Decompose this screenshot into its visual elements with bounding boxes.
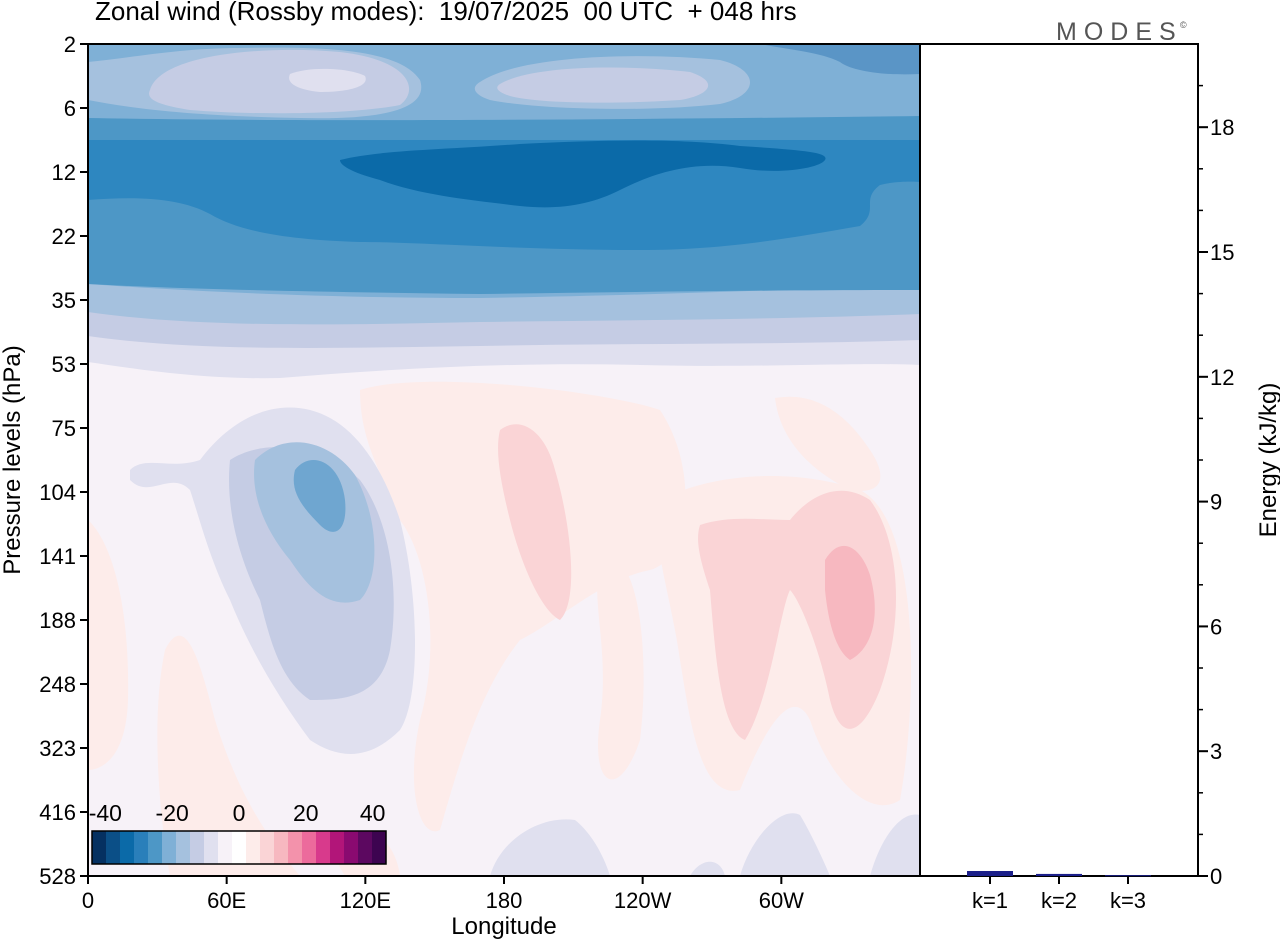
contour-weak-positive-region <box>88 520 129 770</box>
y-tick-label: 323 <box>39 736 76 761</box>
colorbar-swatch <box>162 831 177 864</box>
contour-weak-negative-region <box>690 861 725 876</box>
colorbar-swatch <box>302 831 317 864</box>
k-tick-label: k=3 <box>1110 888 1146 913</box>
k-tick-label: k=2 <box>1041 888 1077 913</box>
colorbar-swatch <box>246 831 261 864</box>
wavenumber-axis: k=1 k=2 k=3 <box>972 876 1146 913</box>
k-tick-label: k=1 <box>972 888 1008 913</box>
colorbar-swatch <box>260 831 275 864</box>
contour-strong-positive-region <box>825 545 875 660</box>
x-tick-label: 60E <box>207 888 246 913</box>
x-tick-label: 120E <box>340 888 391 913</box>
x-tick-label: 60W <box>759 888 804 913</box>
contour-weak-negative-region <box>870 814 920 876</box>
colorbar-swatch <box>134 831 149 864</box>
contour-weak-positive-region <box>775 396 881 491</box>
y-tick-label: 6 <box>64 96 76 121</box>
colorbar-swatch <box>176 831 191 864</box>
energy-axis: 0 3 6 9 12 15 18 <box>1198 84 1234 889</box>
contour-weak-negative-region <box>490 819 610 876</box>
contour-weak-positive-region <box>597 557 644 780</box>
y-tick-label: 416 <box>39 800 76 825</box>
energy-axis-label: Energy (kJ/kg) <box>1255 383 1280 538</box>
contour-strat-top-bubble <box>289 68 366 92</box>
contour-positive-region <box>498 424 572 620</box>
pressure-axis: 2 6 12 22 35 53 75 104 141 188 248 323 416 528 <box>39 32 88 889</box>
energy-tick-label: 9 <box>1210 490 1222 515</box>
energy-tick-label: 3 <box>1210 739 1222 764</box>
brand-copyright-mark: © <box>1180 20 1187 30</box>
contour-strat-jet-core <box>340 140 826 208</box>
energy-tick-label: 6 <box>1210 614 1222 639</box>
colorbar-swatch <box>358 831 373 864</box>
y-tick-label: 141 <box>39 544 76 569</box>
energy-bar <box>1105 875 1151 877</box>
contour-strat-top-bubble <box>760 44 920 75</box>
energy-plot-frame <box>919 43 1199 877</box>
brand-logo: MODES <box>1056 18 1183 46</box>
energy-bar <box>967 871 1013 876</box>
colorbar-swatch <box>274 831 289 864</box>
colorbar-swatch <box>218 831 233 864</box>
chart-title: Zonal wind (Rossby modes): 19/07/2025 00… <box>95 0 797 26</box>
longitude-axis: 0 60E 120E 180 120W 60W <box>82 876 804 913</box>
colorbar-swatch <box>204 831 219 864</box>
y-tick-label: 528 <box>39 864 76 889</box>
energy-tick-label: 0 <box>1210 864 1222 889</box>
contour-weak-negative-region <box>740 813 830 876</box>
colorbar-frame <box>91 830 387 865</box>
contour-strat-jet-lower <box>88 181 920 294</box>
y-tick-label: 104 <box>39 480 76 505</box>
colorbar-label: 20 <box>293 800 319 826</box>
x-axis-label: Longitude <box>451 913 556 940</box>
energy-tick-label: 15 <box>1210 240 1234 265</box>
colorbar-swatch <box>288 831 303 864</box>
colorbar-label: -40 <box>89 800 122 826</box>
contour-field <box>88 44 920 876</box>
energy-tick-label: 18 <box>1210 115 1234 140</box>
colorbar-swatch <box>120 831 135 864</box>
energy-tick-label: 12 <box>1210 365 1234 390</box>
y-tick-label: 188 <box>39 608 76 633</box>
colorbar-swatch <box>372 831 387 864</box>
energy-bars <box>967 871 1151 877</box>
contour-weak-positive-region <box>360 381 686 832</box>
contour-strong-negative-region <box>293 460 346 532</box>
colorbar-swatch <box>330 831 345 864</box>
y-tick-label: 2 <box>64 32 76 57</box>
colorbar-swatch <box>316 831 331 864</box>
contour-moderate-negative-region <box>254 442 375 603</box>
y-tick-label: 35 <box>52 288 76 313</box>
colorbar-swatch <box>92 831 107 864</box>
contour-strat-top-bubble <box>497 67 709 103</box>
x-tick-label: 120W <box>614 888 672 913</box>
x-tick-label: 180 <box>486 888 523 913</box>
colorbar-swatch <box>190 831 205 864</box>
y-tick-label: 12 <box>52 160 76 185</box>
colorbar-swatch <box>344 831 359 864</box>
colorbar-label: 0 <box>233 800 246 826</box>
y-tick-label: 22 <box>52 224 76 249</box>
contour-strat-top-bubble <box>149 49 410 114</box>
y-tick-label: 75 <box>52 416 76 441</box>
colorbar-swatch <box>148 831 163 864</box>
x-tick-label: 0 <box>82 888 94 913</box>
y-tick-label: 248 <box>39 672 76 697</box>
colorbar-swatch <box>106 831 121 864</box>
colorbar: -40 -20 0 20 40 <box>89 800 387 865</box>
contour-weak-positive-region <box>157 635 300 876</box>
energy-bar <box>1036 873 1082 876</box>
colorbar-label: 40 <box>360 800 386 826</box>
colorbar-swatch <box>232 831 247 864</box>
colorbar-label: -20 <box>156 800 189 826</box>
y-axis-label: Pressure levels (hPa) <box>0 345 26 574</box>
y-tick-label: 53 <box>52 352 76 377</box>
